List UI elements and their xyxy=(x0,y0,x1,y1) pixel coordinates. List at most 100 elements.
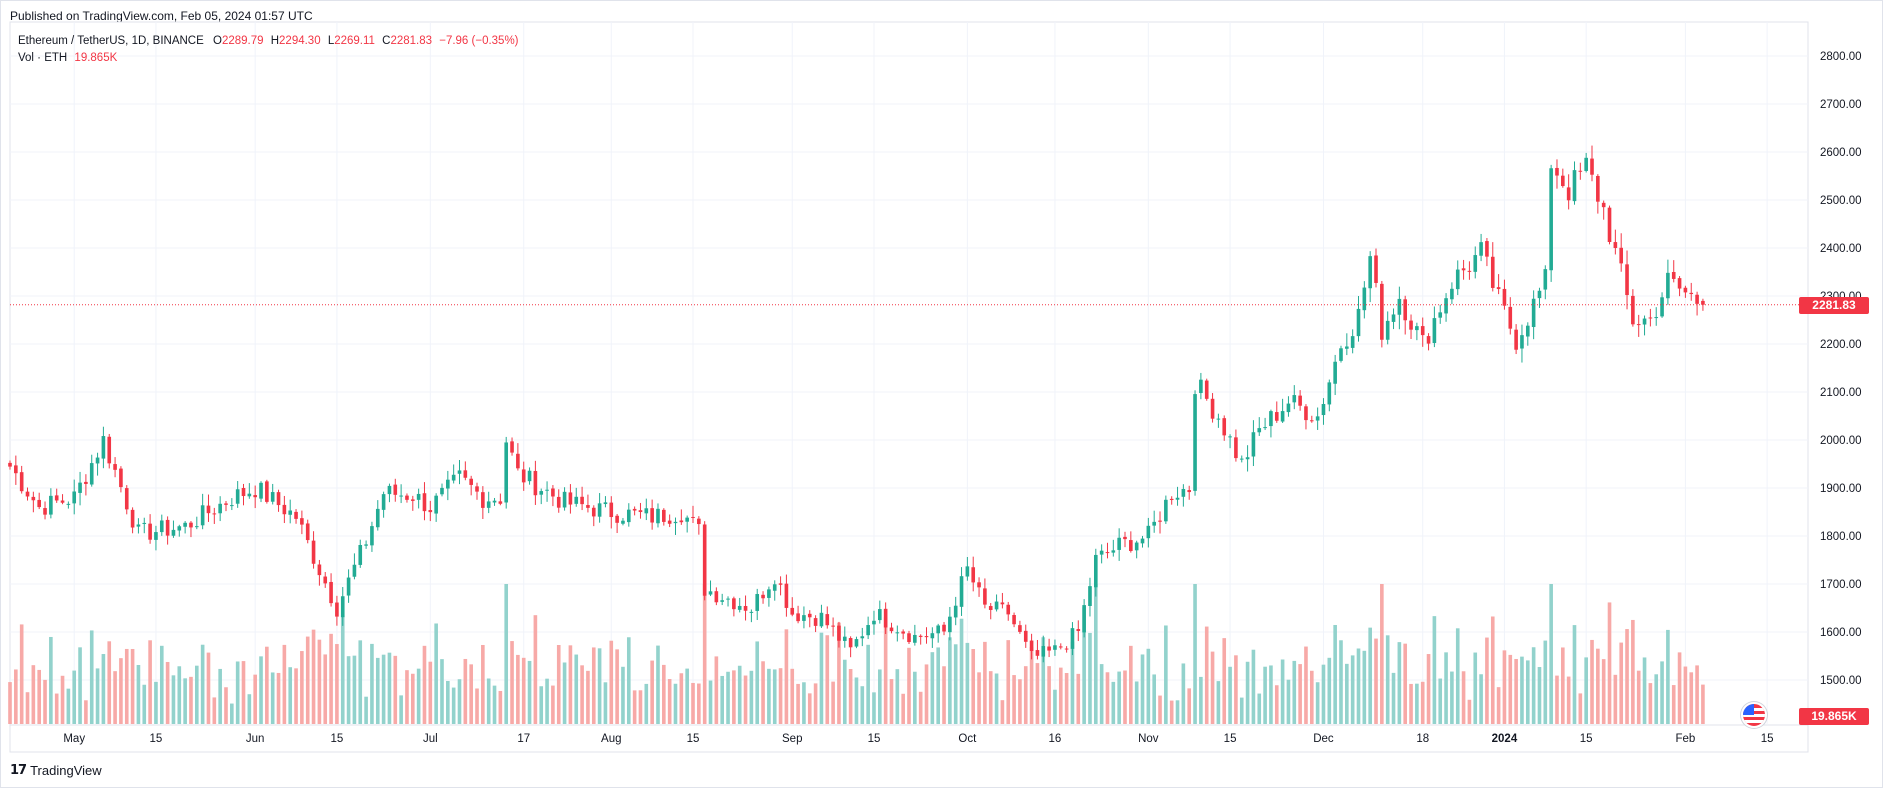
candle-body[interactable] xyxy=(1105,552,1110,554)
candle-body[interactable] xyxy=(784,583,789,608)
candle-body[interactable] xyxy=(1321,403,1326,416)
candle-body[interactable] xyxy=(521,469,526,483)
candle-body[interactable] xyxy=(1648,317,1653,319)
candle-body[interactable] xyxy=(1520,335,1524,349)
candle-body[interactable] xyxy=(159,520,164,533)
candle-body[interactable] xyxy=(778,583,783,585)
candle-body[interactable] xyxy=(1006,604,1011,615)
candle-body[interactable] xyxy=(1035,650,1040,656)
candle-body[interactable] xyxy=(364,544,368,546)
candle-body[interactable] xyxy=(1245,457,1250,460)
candle-body[interactable] xyxy=(667,520,672,524)
candle-body[interactable] xyxy=(913,634,917,643)
candle-body[interactable] xyxy=(1631,295,1635,325)
candle-body[interactable] xyxy=(883,608,888,628)
candle-body[interactable] xyxy=(1018,625,1022,632)
candle-body[interactable] xyxy=(807,613,812,618)
candle-body[interactable] xyxy=(370,526,374,546)
candle-body[interactable] xyxy=(37,499,41,508)
candle-body[interactable] xyxy=(218,503,222,514)
candle-body[interactable] xyxy=(72,491,77,504)
candle-body[interactable] xyxy=(621,520,625,524)
candle-body[interactable] xyxy=(714,591,719,603)
candle-body[interactable] xyxy=(1216,418,1221,420)
candle-body[interactable] xyxy=(1041,646,1046,657)
candle-body[interactable] xyxy=(393,484,398,495)
candle-body[interactable] xyxy=(1058,646,1063,648)
candle-body[interactable] xyxy=(568,492,573,505)
candle-body[interactable] xyxy=(860,636,865,639)
candle-body[interactable] xyxy=(428,510,433,513)
candle-body[interactable] xyxy=(1304,406,1308,421)
candle-body[interactable] xyxy=(953,605,958,618)
candle-body[interactable] xyxy=(1444,298,1448,314)
candle-body[interactable] xyxy=(772,584,777,591)
candle-body[interactable] xyxy=(901,631,905,634)
candle-body[interactable] xyxy=(340,596,345,618)
candle-body[interactable] xyxy=(136,524,141,527)
candle-body[interactable] xyxy=(1088,586,1092,606)
candle-body[interactable] xyxy=(1000,602,1005,605)
candle-body[interactable] xyxy=(352,564,357,577)
candle-body[interactable] xyxy=(837,625,841,641)
candle-body[interactable] xyxy=(638,510,643,513)
candle-body[interactable] xyxy=(107,436,112,464)
candle-body[interactable] xyxy=(89,463,94,485)
candle-body[interactable] xyxy=(422,493,427,512)
candle-body[interactable] xyxy=(130,509,135,528)
candle-body[interactable] xyxy=(1029,640,1034,652)
candle-body[interactable] xyxy=(1187,490,1192,493)
candle-body[interactable] xyxy=(1339,348,1343,361)
candle-body[interactable] xyxy=(165,519,170,536)
candle-body[interactable] xyxy=(854,639,859,647)
candle-body[interactable] xyxy=(1169,498,1174,501)
candle-body[interactable] xyxy=(591,507,596,517)
candle-body[interactable] xyxy=(387,485,392,495)
candle-body[interactable] xyxy=(924,636,929,638)
candle-body[interactable] xyxy=(615,515,619,523)
candle-body[interactable] xyxy=(1164,499,1168,522)
candle-body[interactable] xyxy=(14,465,18,474)
candle-body[interactable] xyxy=(451,474,456,481)
candle-body[interactable] xyxy=(212,513,217,515)
candle-body[interactable] xyxy=(1309,420,1314,422)
candle-body[interactable] xyxy=(1572,170,1577,202)
candle-body[interactable] xyxy=(574,496,579,504)
candle-body[interactable] xyxy=(247,493,252,497)
us-flag-icon[interactable] xyxy=(1741,702,1767,728)
candle-body[interactable] xyxy=(481,492,485,508)
candle-body[interactable] xyxy=(305,523,310,541)
candle-body[interactable] xyxy=(410,499,415,501)
candle-body[interactable] xyxy=(907,633,911,643)
candle-body[interactable] xyxy=(1327,382,1332,405)
candle-body[interactable] xyxy=(230,505,234,507)
candle-body[interactable] xyxy=(656,508,660,524)
candle-body[interactable] xyxy=(375,508,380,528)
candle-body[interactable] xyxy=(1093,554,1098,588)
candle-body[interactable] xyxy=(1129,540,1133,551)
candle-body[interactable] xyxy=(329,581,333,604)
candle-body[interactable] xyxy=(335,602,339,617)
candle-body[interactable] xyxy=(1636,324,1641,326)
candle-body[interactable] xyxy=(977,582,981,588)
candle-body[interactable] xyxy=(685,517,689,522)
candle-body[interactable] xyxy=(25,491,30,497)
candle-body[interactable] xyxy=(1251,432,1256,457)
candle-body[interactable] xyxy=(1204,380,1209,399)
candle-body[interactable] xyxy=(662,509,666,522)
candle-body[interactable] xyxy=(1578,170,1583,172)
candle-body[interactable] xyxy=(49,495,53,515)
candle-body[interactable] xyxy=(1292,395,1297,403)
candle-body[interactable] xyxy=(1695,294,1699,304)
candle-body[interactable] xyxy=(381,494,386,510)
candle-body[interactable] xyxy=(148,523,152,540)
candle-body[interactable] xyxy=(889,627,894,632)
candle-body[interactable] xyxy=(556,496,561,508)
candle-body[interactable] xyxy=(1461,268,1466,271)
candle-body[interactable] xyxy=(1479,242,1483,256)
candle-body[interactable] xyxy=(842,636,847,641)
candle-body[interactable] xyxy=(504,442,509,503)
candle-body[interactable] xyxy=(796,613,800,622)
candle-body[interactable] xyxy=(732,598,736,610)
candle-body[interactable] xyxy=(1228,436,1232,438)
